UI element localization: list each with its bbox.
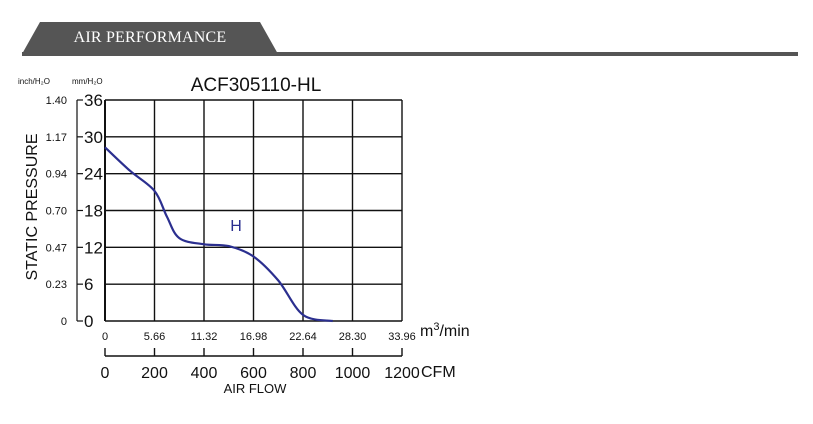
y-unit-right: mm/H₂O	[72, 77, 103, 86]
series-label-h: H	[230, 218, 242, 235]
y-tick-label-inch: 1.17	[46, 132, 67, 144]
y-tick-label-inch: 0.70	[46, 206, 67, 218]
y-tick-label-inch: 0.47	[46, 242, 67, 254]
x-unit-top: m3/min	[420, 321, 470, 340]
y-tick-label-mm: 12	[84, 238, 103, 257]
x-unit-bottom: CFM	[421, 364, 456, 381]
y-axis-label: STATIC PRESSURE	[24, 134, 41, 281]
x-tick-label-m3min: 11.32	[191, 331, 218, 343]
y-tick-label-inch: 0.94	[46, 169, 67, 181]
x-tick-label-cfm: 800	[290, 365, 317, 382]
y-tick-label-mm: 36	[84, 91, 103, 110]
y-tick-label-mm: 6	[84, 275, 93, 294]
y-tick-label-mm: 30	[84, 128, 103, 147]
x-tick-label-cfm: 400	[191, 365, 218, 382]
y-axis-ticks: 0 0 0.23 6 0.47 12 0.70 18 0.94 24 1.17 30 1.40 36	[46, 91, 103, 331]
y-tick-label-mm: 24	[84, 165, 103, 184]
section-header-rule	[22, 52, 798, 56]
x-tick-label-m3min: 5.66	[144, 331, 165, 343]
x-tick-label-cfm: 1200	[384, 365, 420, 382]
x-axis-ticks: 0 5.66 11.32 16.98 22.64 28.30 33.96 0 200 400 600…	[101, 331, 420, 382]
y-tick-label-inch: 1.40	[46, 95, 67, 107]
x-tick-label-cfm: 600	[240, 365, 267, 382]
y-unit-left: inch/H₂O	[18, 77, 50, 86]
x-tick-label-m3min: 28.30	[339, 331, 367, 343]
y-tick-label-mm: 0	[84, 312, 93, 331]
y-tick-label-inch: 0	[61, 316, 67, 328]
series-line-h	[104, 146, 333, 323]
section-header-title: AIR PERFORMANCE	[73, 29, 227, 46]
x-tick-label-m3min: 33.96	[388, 331, 416, 343]
x-tick-label-m3min: 22.64	[289, 331, 317, 343]
plot-grid	[104, 99, 403, 322]
x-tick-label-cfm: 200	[141, 365, 168, 382]
y-tick-label-mm: 18	[84, 202, 103, 221]
chart-title: ACF305110-HL	[191, 75, 322, 96]
y-tick-label-inch: 0.23	[46, 279, 67, 291]
section-header-tab: AIR PERFORMANCE	[22, 22, 278, 54]
x-tick-label-m3min: 16.98	[240, 331, 268, 343]
x-tick-label-cfm: 0	[101, 365, 110, 382]
x-axis-label: AIR FLOW	[224, 381, 288, 396]
x-tick-label-cfm: 1000	[335, 365, 371, 382]
x-tick-label-m3min: 0	[102, 331, 108, 343]
